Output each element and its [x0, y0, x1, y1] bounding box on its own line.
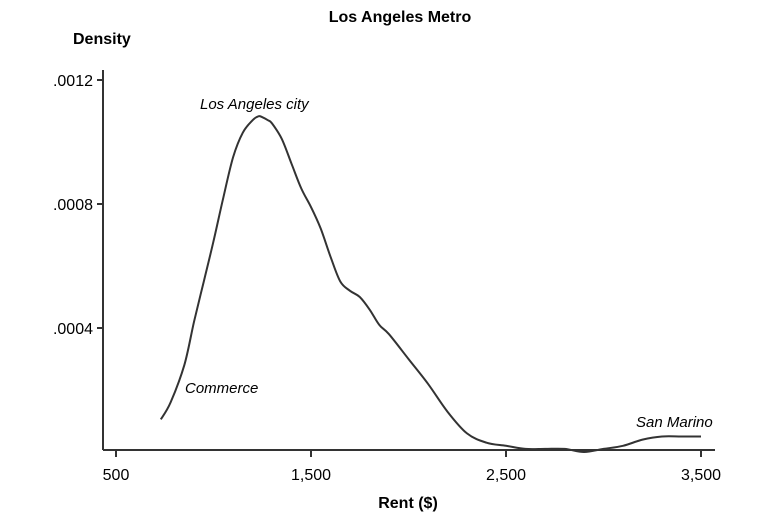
density-curve	[159, 115, 701, 454]
y-tick-label: .0012	[53, 73, 93, 90]
annotation-san-marino: San Marino	[636, 414, 713, 431]
y-ticks: .0004 .0008 .0012	[53, 73, 103, 338]
annotation-commerce: Commerce	[185, 380, 258, 397]
x-tick-label: 2,500	[486, 467, 526, 484]
x-axis-label: Rent ($)	[378, 495, 438, 512]
y-tick-label: .0004	[53, 321, 93, 338]
x-tick-label: 500	[103, 467, 130, 484]
x-tick-label: 3,500	[681, 467, 721, 484]
chart-title: Los Angeles Metro	[329, 9, 472, 26]
x-tick-label: 1,500	[291, 467, 331, 484]
x-ticks: 500 1,500 2,500 3,500	[103, 450, 721, 484]
y-tick-label: .0008	[53, 197, 93, 214]
y-axis-label: Density	[73, 31, 131, 48]
annotation-los-angeles-city: Los Angeles city	[200, 96, 310, 113]
